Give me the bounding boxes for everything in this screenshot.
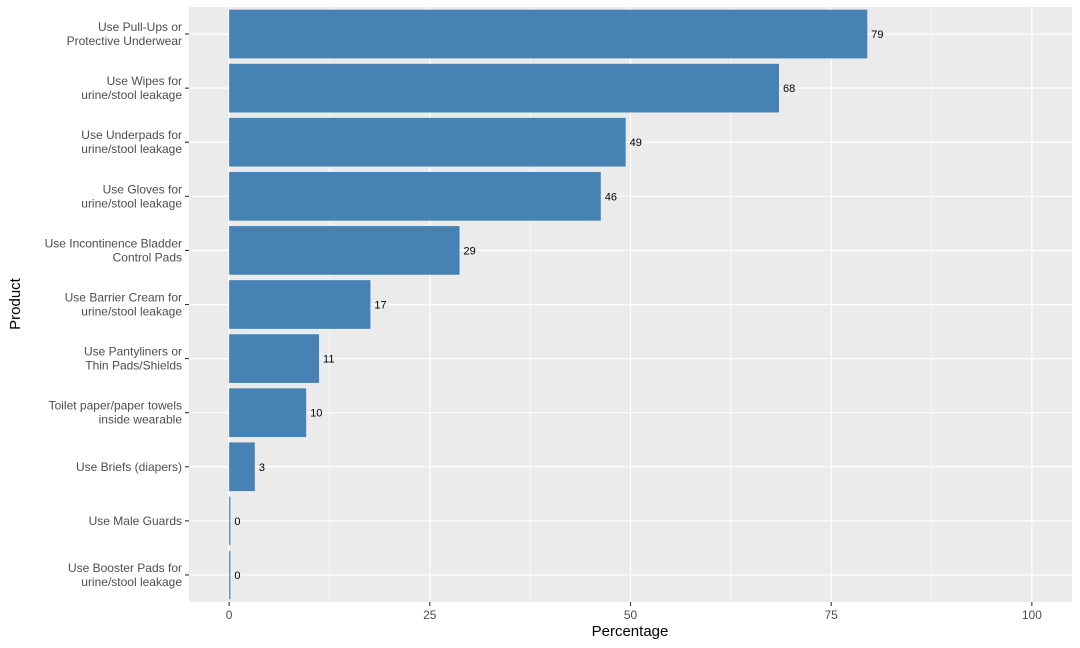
x-tick-label: 50	[624, 608, 638, 622]
bar	[229, 63, 780, 113]
x-tick-label: 75	[825, 608, 839, 622]
y-tick-label: Use Pantyliners or Thin Pads/Shields	[84, 345, 182, 373]
bar-value-label: 17	[374, 300, 386, 312]
bar-value-label: 10	[310, 408, 322, 420]
y-tick-label: Use Briefs (diapers)	[76, 460, 182, 474]
y-tick-label-line: urine/stool leakage	[81, 196, 182, 210]
y-tick-label-line: inside wearable	[99, 413, 183, 427]
y-tick-label: Toilet paper/paper towels inside wearable	[49, 399, 183, 427]
bars	[229, 9, 868, 600]
y-tick-label: Use Pull-Ups or Protective Underwear	[67, 20, 182, 48]
y-tick-label-line: Thin Pads/Shields	[85, 359, 182, 373]
y-tick-label-line: Protective Underwear	[67, 34, 182, 48]
y-tick-label-line: Use Booster Pads for	[68, 561, 182, 575]
y-tick-label-line: urine/stool leakage	[81, 575, 182, 589]
bar	[229, 117, 626, 167]
y-tick-label-line: Use Wipes for	[107, 74, 182, 88]
bar	[229, 550, 231, 600]
y-tick-label: Use Male Guards	[89, 514, 182, 528]
bar	[229, 388, 307, 438]
bar-value-label: 29	[464, 245, 476, 257]
y-tick-label-line: Use Briefs (diapers)	[76, 460, 182, 474]
y-tick-label-line: Toilet paper/paper towels	[49, 399, 182, 413]
bar	[229, 496, 231, 546]
bar	[229, 280, 371, 329]
bar-value-label: 68	[783, 83, 795, 95]
bar-value-label: 79	[871, 29, 883, 41]
bar-value-label: 0	[234, 570, 240, 582]
bar	[229, 334, 320, 383]
y-tick-label-line: Use Underpads for	[81, 128, 182, 142]
bar	[229, 226, 460, 275]
bar-value-label: 0	[234, 516, 240, 528]
y-tick-label: Use Booster Pads for urine/stool leakage	[68, 561, 182, 589]
bar-value-label: 49	[630, 137, 642, 149]
y-tick-label-line: Use Pull-Ups or	[98, 20, 182, 34]
data-labels: 79 68 49 46 29 17 11 10 3 0 0	[234, 29, 883, 582]
bar-value-label: 46	[605, 191, 617, 203]
y-tick-label-line: Use Pantyliners or	[84, 345, 182, 359]
x-axis-title: Percentage	[592, 623, 669, 640]
y-tick-label-line: Use Barrier Cream for	[65, 291, 182, 305]
bar	[229, 171, 601, 221]
y-tick-label-line: Use Gloves for	[103, 182, 182, 196]
y-tick-label-line: urine/stool leakage	[81, 142, 182, 156]
y-axis-title: Product	[7, 277, 24, 330]
y-tick-label: Use Incontinence Bladder Control Pads	[45, 236, 182, 264]
x-axis: 0 25 50 75 100	[226, 602, 1042, 622]
y-tick-label-line: Control Pads	[113, 250, 182, 264]
y-tick-label-line: Use Male Guards	[89, 514, 182, 528]
bar-value-label: 11	[323, 354, 334, 366]
y-tick-label-line: Use Incontinence Bladder	[45, 236, 182, 250]
x-tick-label: 100	[1022, 608, 1042, 622]
y-tick-label-line: urine/stool leakage	[81, 305, 182, 319]
x-tick-label: 0	[226, 608, 233, 622]
x-tick-label: 25	[423, 608, 437, 622]
y-tick-label: Use Wipes for urine/stool leakage	[81, 74, 182, 102]
bar	[229, 9, 868, 59]
bar	[229, 442, 255, 492]
y-tick-label: Use Barrier Cream for urine/stool leakage	[65, 291, 183, 319]
y-tick-label: Use Gloves for urine/stool leakage	[81, 182, 182, 210]
y-tick-label-line: urine/stool leakage	[81, 88, 182, 102]
y-axis: Use Pull-Ups or Protective Underwear Use W…	[45, 20, 189, 589]
y-tick-label: Use Underpads for urine/stool leakage	[81, 128, 182, 156]
bar-value-label: 3	[259, 462, 265, 474]
